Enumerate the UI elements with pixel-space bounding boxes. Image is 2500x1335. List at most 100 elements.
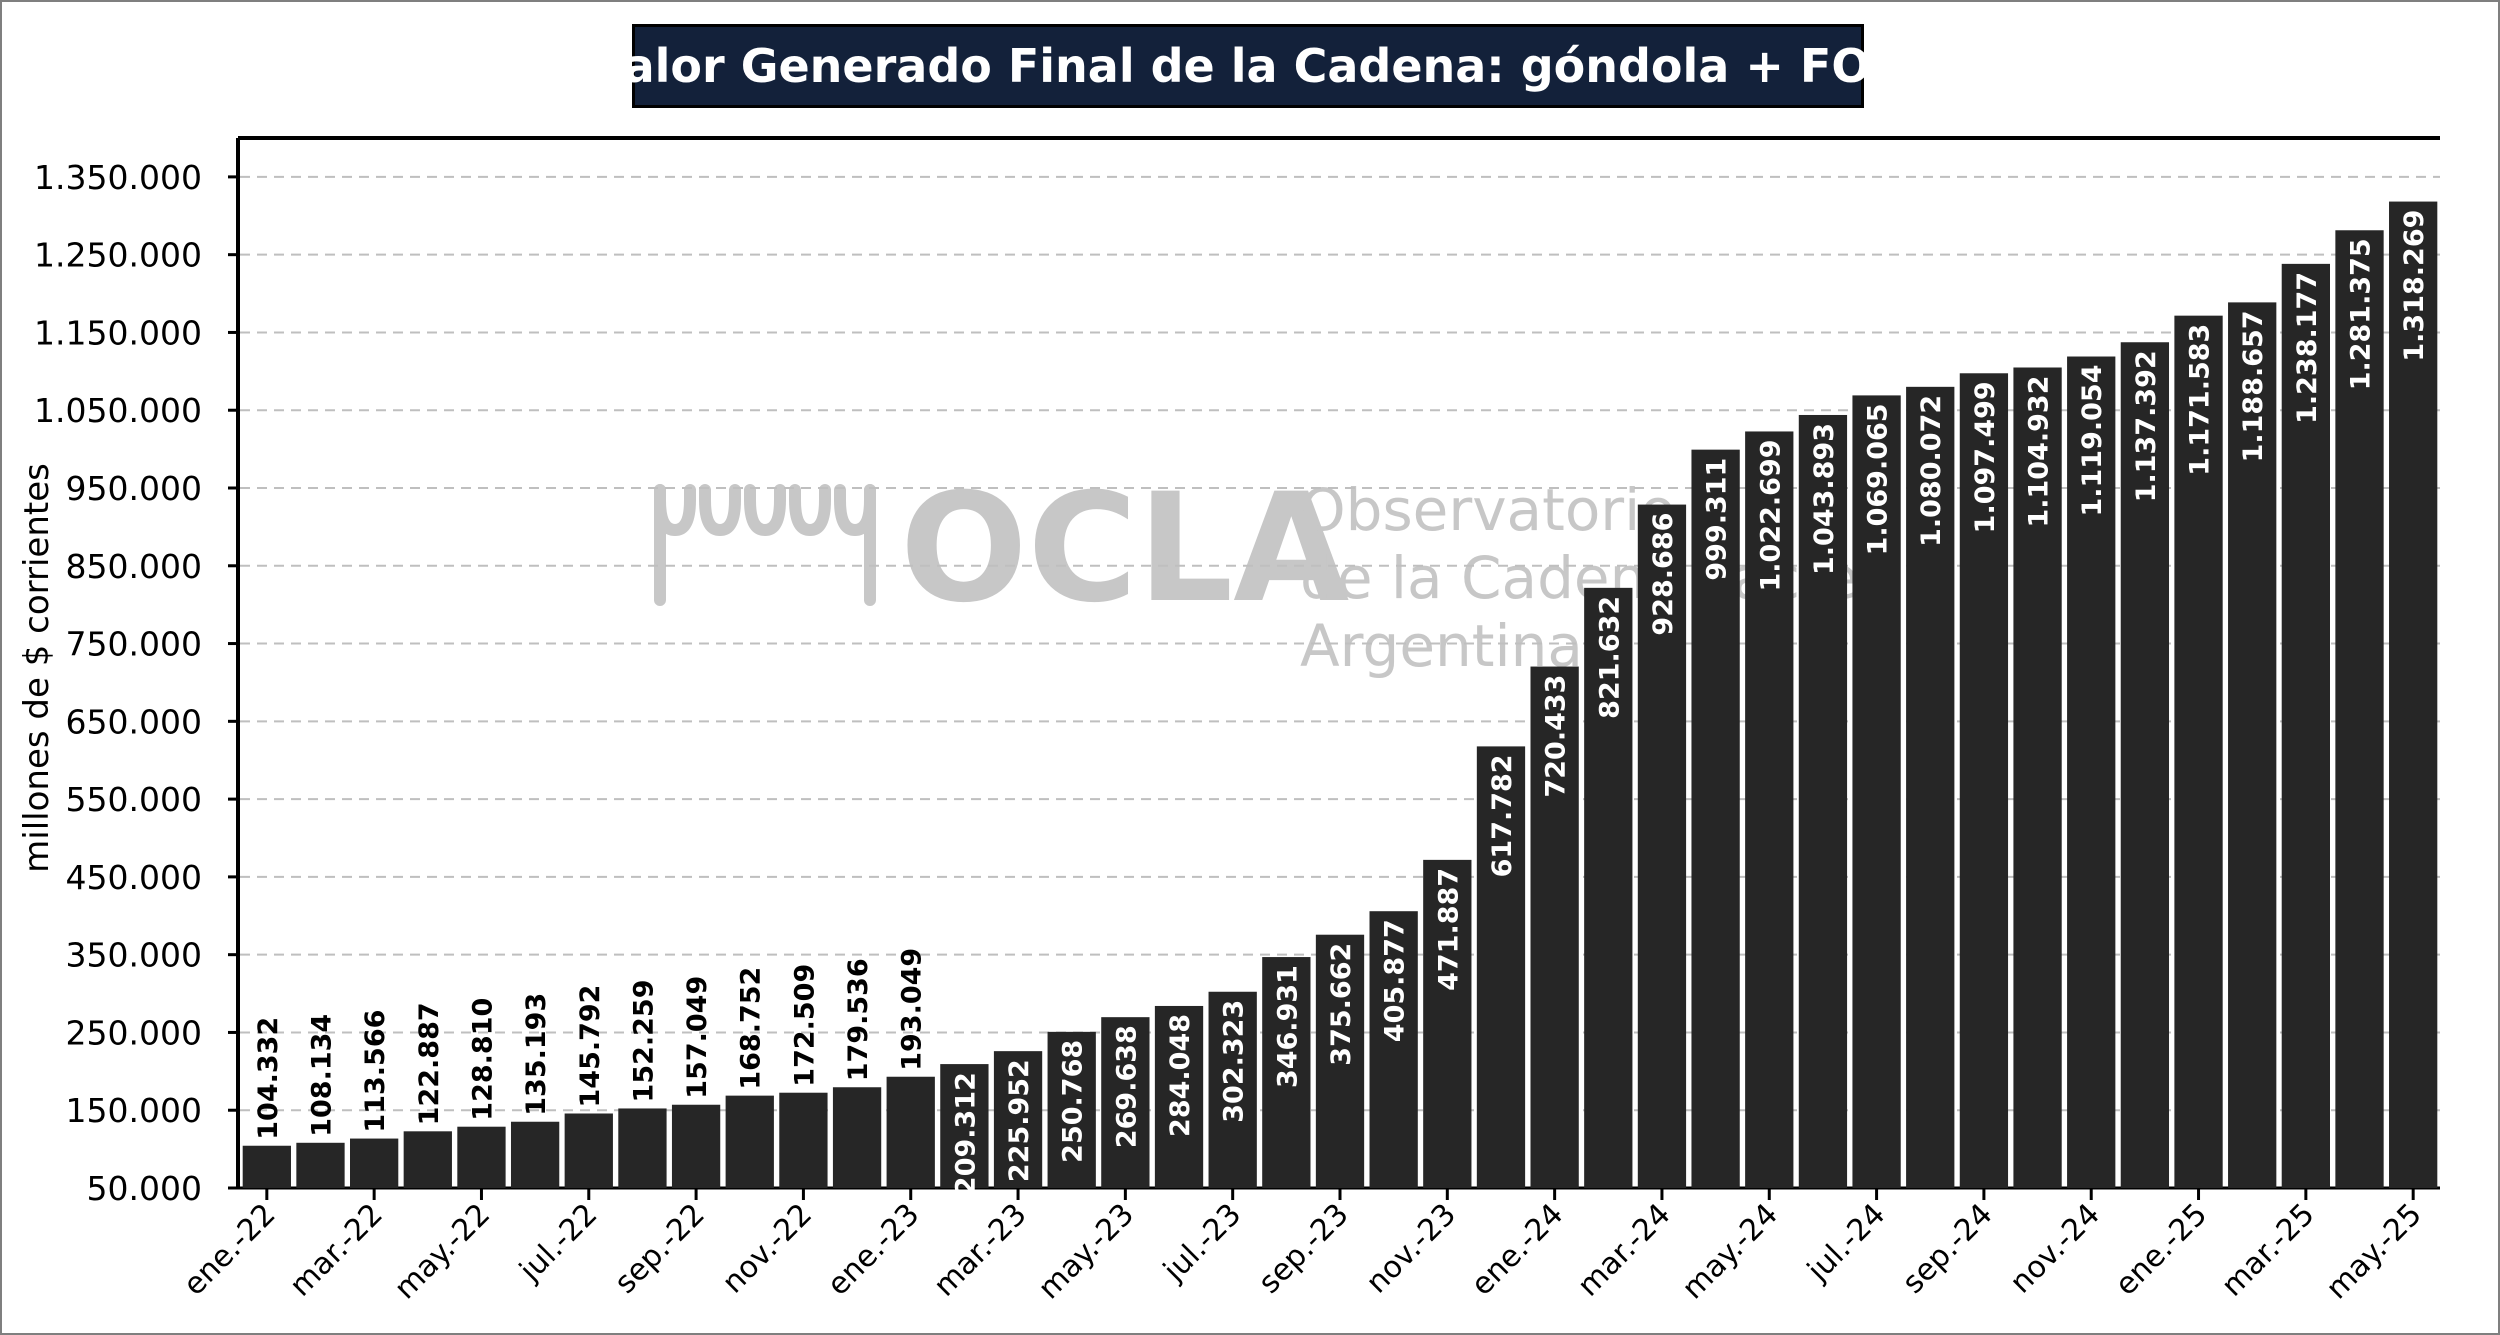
- bar: [886, 1076, 935, 1188]
- y-tick-label: 750.000: [66, 625, 202, 664]
- y-tick-label: 250.000: [66, 1013, 202, 1052]
- data-label: 1.119.054: [2077, 365, 2108, 517]
- bar: [510, 1121, 560, 1188]
- bar: [2013, 367, 2062, 1189]
- data-label: 821.632: [1594, 596, 1625, 719]
- y-tick-label: 150.000: [66, 1091, 202, 1130]
- x-tick-label: ene.-24: [1465, 1197, 1571, 1303]
- bar: [618, 1108, 667, 1188]
- bar: [350, 1138, 399, 1188]
- bar: [1691, 449, 1740, 1189]
- bar: [832, 1087, 882, 1188]
- x-tick-label: mar.-22: [283, 1197, 390, 1304]
- data-label: 193.049: [897, 948, 928, 1071]
- data-label: 1.043.893: [1809, 423, 1840, 575]
- bar: [296, 1142, 345, 1188]
- bar: [1476, 746, 1526, 1188]
- y-tick-label: 450.000: [66, 858, 202, 897]
- x-tick-label: may.-23: [1032, 1197, 1141, 1306]
- bar: [725, 1095, 774, 1188]
- bar: [564, 1113, 613, 1188]
- data-label: 104.332: [253, 1017, 284, 1140]
- data-label: 250.768: [1058, 1040, 1089, 1163]
- data-label: 113.566: [360, 1010, 391, 1133]
- bar: [2281, 263, 2330, 1189]
- x-tick-label: ene.-22: [177, 1197, 283, 1303]
- x-tick-label: ene.-23: [821, 1197, 927, 1303]
- data-label: 225.952: [1004, 1059, 1035, 1182]
- data-label: 928.686: [1648, 513, 1679, 636]
- data-label: 1.238.177: [2292, 272, 2323, 424]
- x-tick-label: jul.-22: [512, 1197, 604, 1289]
- y-tick-label: 1.350.000: [34, 158, 202, 197]
- data-label: 1.281.375: [2346, 238, 2377, 390]
- bar: [1745, 431, 1794, 1189]
- y-tick-label: 650.000: [66, 702, 202, 741]
- data-label: 152.259: [628, 979, 659, 1102]
- data-label: 1.318.269: [2399, 210, 2430, 362]
- x-tick-label: sep.-24: [1896, 1197, 2000, 1301]
- data-label: 1.104.932: [2024, 375, 2055, 527]
- data-label: 145.792: [575, 985, 606, 1108]
- y-axis: 50.000 150.000 250.000 350.000 450.000 550.00…: [34, 158, 238, 1208]
- data-label: 122.887: [414, 1002, 445, 1125]
- ocla-watermark: OCLA Observatorio de la Cadena Láctea Ar…: [654, 462, 1894, 680]
- bar: [457, 1126, 506, 1188]
- x-tick-label: nov.-23: [1360, 1197, 1463, 1300]
- x-tick-label: may.-22: [388, 1197, 497, 1306]
- bar: [2335, 230, 2384, 1188]
- bar: [1906, 386, 1955, 1188]
- bar: [1959, 373, 2009, 1188]
- data-label: 1.080.072: [1916, 395, 1947, 547]
- data-label: 302.323: [1219, 1000, 1250, 1123]
- bar: [1798, 414, 1848, 1188]
- y-tick-label: 850.000: [66, 547, 202, 586]
- bar: [403, 1131, 452, 1188]
- x-tick-label: mar.-25: [2215, 1197, 2322, 1304]
- gridlines: [240, 175, 2440, 1112]
- data-label: 1.097.499: [1970, 381, 2001, 533]
- data-labels: 104.332 108.134 113.566 122.887 128.810 135.1…: [253, 210, 2430, 1196]
- y-tick-label: 350.000: [66, 936, 202, 975]
- x-tick-label: sep.-22: [608, 1197, 712, 1301]
- bar: [2067, 356, 2116, 1188]
- x-tick-label: sep.-23: [1252, 1197, 1356, 1301]
- y-tick-label: 1.150.000: [34, 313, 202, 352]
- data-label: 1.188.657: [2238, 310, 2269, 462]
- data-label: 157.049: [682, 976, 713, 1099]
- x-tick-label: jul.-23: [1156, 1197, 1248, 1289]
- x-tick-label: may.-24: [1676, 1197, 1785, 1306]
- x-tick-label: mar.-24: [1571, 1197, 1678, 1304]
- bar: [242, 1145, 291, 1188]
- bar: [779, 1092, 828, 1188]
- bar: [1208, 991, 1257, 1188]
- bar: [2228, 302, 2277, 1188]
- bar: [1154, 1005, 1204, 1188]
- ocla-logo-icon: [654, 484, 876, 606]
- bar: [1852, 395, 1901, 1188]
- chart-title: Valor Generado Final de la Cadena: góndo…: [591, 24, 1906, 108]
- bar: [1369, 911, 1418, 1188]
- x-tick-label: nov.-24: [2003, 1197, 2106, 1300]
- data-label: 209.312: [950, 1072, 981, 1195]
- data-label: 172.509: [789, 964, 820, 1087]
- data-label: 405.877: [1380, 919, 1411, 1042]
- data-label: 720.433: [1541, 675, 1572, 798]
- y-tick-label: 1.050.000: [34, 391, 202, 430]
- data-label: 1.171.583: [2185, 324, 2216, 476]
- bar: [940, 1064, 989, 1188]
- bar: [1315, 934, 1365, 1188]
- x-tick-label: jul.-24: [1800, 1197, 1892, 1289]
- data-label: 471.887: [1433, 868, 1464, 991]
- data-label: 375.662: [1326, 943, 1357, 1066]
- x-tick-label: nov.-22: [716, 1197, 819, 1300]
- y-tick-label: 50.000: [87, 1169, 202, 1208]
- y-tick-label: 550.000: [66, 780, 202, 819]
- watermark-logo-text: OCLA: [900, 462, 1349, 636]
- data-label: 168.752: [736, 967, 767, 1090]
- data-label: 1.022.699: [1755, 439, 1786, 591]
- x-tick-label: ene.-25: [2109, 1197, 2215, 1303]
- x-tick-label: may.-25: [2319, 1197, 2428, 1306]
